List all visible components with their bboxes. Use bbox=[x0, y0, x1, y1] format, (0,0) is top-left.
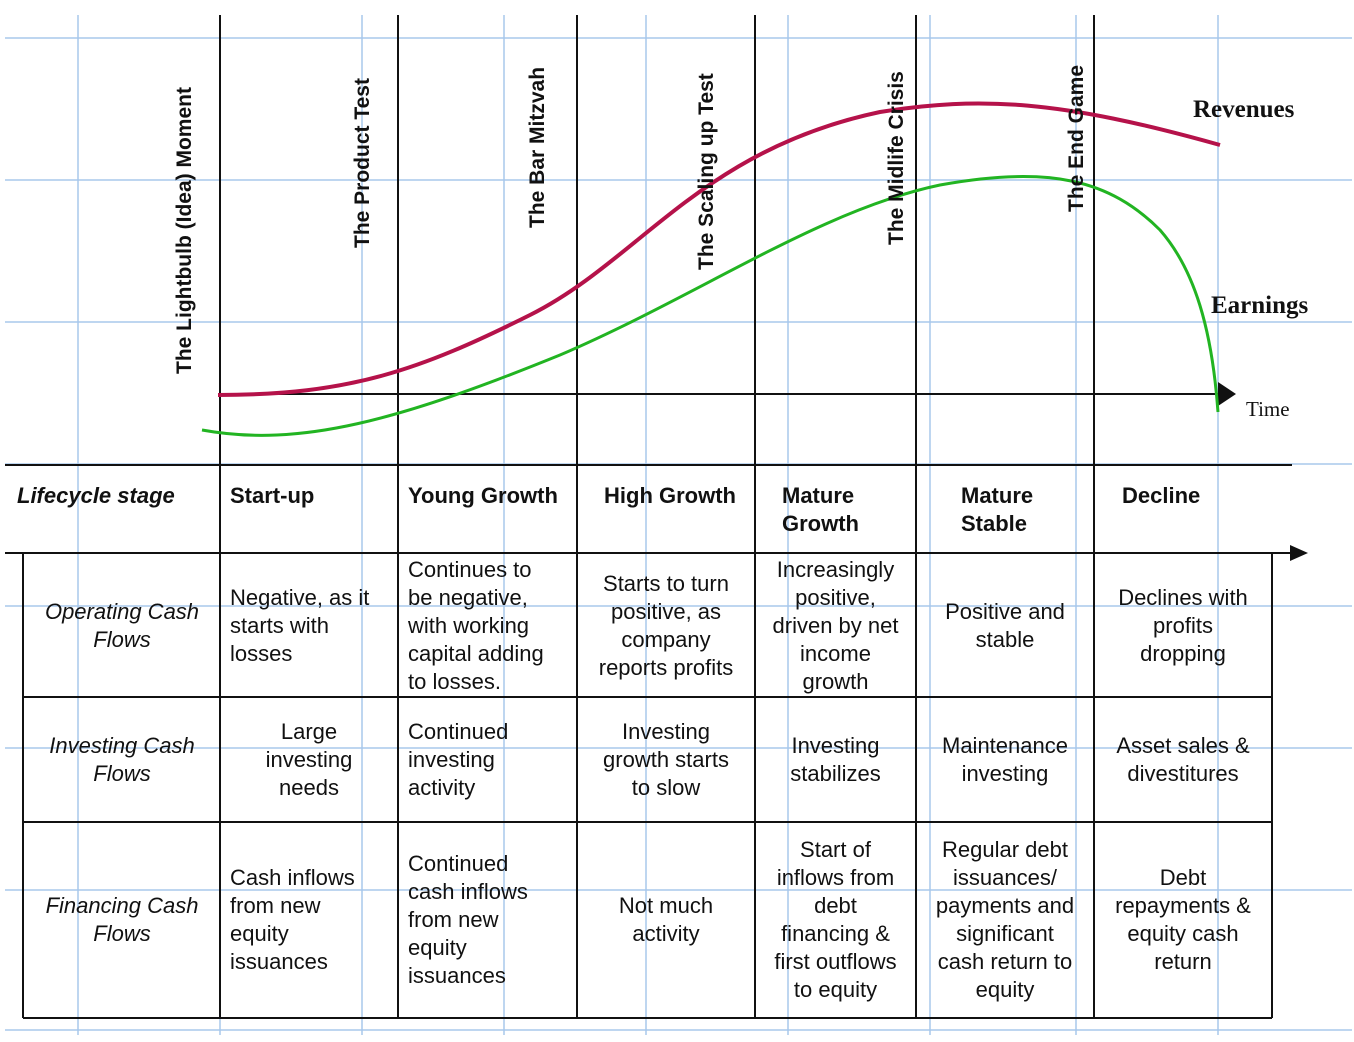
table-cell: Continued cash inflows from new equity i… bbox=[408, 851, 528, 988]
stage-marker-label: The Midlife Crisis bbox=[885, 71, 908, 245]
table-arrow bbox=[1290, 545, 1308, 561]
stage-header-start-up: Start-up bbox=[230, 483, 315, 508]
stage-header-young-growth: Young Growth bbox=[408, 483, 558, 508]
table-cell: Investing growth starts to slow bbox=[603, 718, 729, 800]
row-label-investing-cash-flows: Investing Cash Flows bbox=[49, 732, 195, 786]
stage-header-mature-stable: Mature Stable bbox=[961, 483, 1034, 536]
table-cell: Positive and stable bbox=[945, 598, 1065, 652]
table-cell: Maintenance investing bbox=[942, 732, 1068, 786]
revenues-label: Revenues bbox=[1193, 96, 1295, 123]
row-label-financing-cash-flows: Financing Cash Flows bbox=[45, 893, 199, 946]
table-cell: Declines with profits dropping bbox=[1118, 584, 1248, 666]
table-cell: Starts to turn positive, as company repo… bbox=[598, 570, 734, 680]
table-cell: Increasingly positive, driven by net inc… bbox=[772, 556, 899, 694]
stage-header-mature-growth: Mature Growth bbox=[782, 483, 859, 536]
revenues-curve bbox=[217, 101, 1221, 397]
stage-header-decline: Decline bbox=[1122, 483, 1201, 508]
table-cell: Start of inflows from debt financing & f… bbox=[774, 837, 897, 1002]
lifecycle-stage-header: Lifecycle stage bbox=[17, 483, 175, 508]
earnings-label: Earnings bbox=[1211, 292, 1309, 319]
earnings-curve bbox=[201, 175, 1220, 437]
stage-marker-label: The Scaling up Test bbox=[695, 73, 718, 270]
table-cell: Not much activity bbox=[618, 893, 714, 946]
table-cell: Regular debt issuances/ payments and sig… bbox=[935, 837, 1075, 1002]
table-cell: Debt repayments & equity cash return bbox=[1115, 865, 1251, 974]
stage-header-high-growth: High Growth bbox=[604, 483, 736, 508]
stage-marker-label: The Lightbulb (Idea) Moment bbox=[173, 87, 196, 374]
table-cell: Investing stabilizes bbox=[790, 732, 881, 786]
time-axis-label: Time bbox=[1246, 397, 1290, 421]
row-label-operating-cash-flows: Operating Cash Flows bbox=[44, 598, 200, 652]
stage-marker-label: The Product Test bbox=[351, 78, 374, 248]
stage-marker-label: The End Game bbox=[1065, 64, 1088, 212]
stage-dividers bbox=[219, 15, 1095, 1018]
background-grid bbox=[5, 15, 1352, 1035]
time-axis-arrow bbox=[1218, 382, 1236, 406]
table-cell: Continues to be negative, with working c… bbox=[408, 556, 544, 694]
table-cell: Continued investing activity bbox=[408, 718, 509, 800]
table-lines bbox=[5, 464, 1292, 1019]
table-cell: Negative, as it starts with losses bbox=[230, 584, 370, 666]
table-cell: Large investing needs bbox=[265, 718, 353, 800]
stage-marker-label: The Bar Mitzvah bbox=[526, 66, 549, 228]
table-cell: Asset sales & divestitures bbox=[1116, 732, 1250, 786]
table-cell: Cash inflows from new equity issuances bbox=[230, 865, 355, 974]
